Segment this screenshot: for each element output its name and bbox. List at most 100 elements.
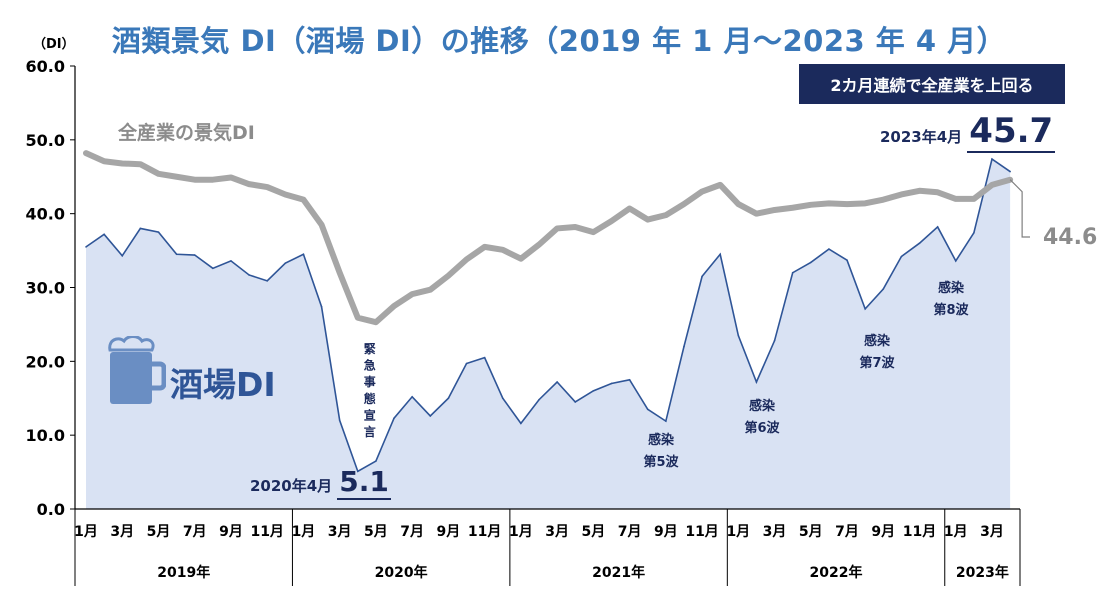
data-point-all-industry [556,228,558,230]
data-point-all-industry [357,317,359,319]
data-point-sakaba [375,460,377,462]
data-point-sakaba [611,383,613,385]
year-label: 2021年 [592,564,645,581]
data-point-sakaba [538,399,540,401]
data-point-sakaba [230,260,232,262]
annotation-emergency-char: 急 [364,358,376,373]
data-point-all-industry [647,219,649,221]
data-point-sakaba [158,231,160,233]
x-tick-label: 11月 [250,524,283,540]
highlight-latest-label: 2023年4月 [880,128,962,146]
data-point-sakaba [466,363,468,365]
x-tick-label: 9月 [871,524,895,540]
data-point-all-industry [266,186,268,188]
data-point-all-industry [701,191,703,193]
data-point-all-industry [919,190,921,192]
data-point-all-industry [738,203,740,205]
annotation-wave-8: 第8波 [933,302,969,318]
year-label: 2022年 [810,564,863,581]
data-point-sakaba [502,397,504,399]
data-point-sakaba [248,274,250,276]
highlight-min-label: 2020年4月 [250,477,332,495]
x-tick-label: 1月 [292,524,316,540]
data-point-sakaba [919,242,921,244]
data-point-all-industry [828,203,830,205]
data-point-sakaba [629,379,631,381]
data-point-sakaba [121,255,123,257]
data-point-all-industry [520,258,522,260]
sakaba-di-logo: 酒場DI [104,336,294,412]
x-tick-label: 1月 [944,524,968,540]
data-point-sakaba [792,272,794,274]
data-point-sakaba [574,401,576,403]
data-point-all-industry [611,220,613,222]
x-tick-label: 9月 [437,524,461,540]
x-tick-label: 7月 [618,524,642,540]
x-tick-label: 5月 [581,524,605,540]
highlight-latest: 2023年4月 45.7 [880,114,1055,150]
data-point-all-industry [683,203,685,205]
data-point-all-industry [448,275,450,277]
x-tick-label: 5月 [147,524,171,540]
data-point-sakaba [303,253,305,255]
data-point-all-industry [212,179,214,181]
data-point-all-industry [411,293,413,295]
data-point-all-industry [973,198,975,200]
data-point-all-industry [375,321,377,323]
data-point-all-industry [574,226,576,228]
data-point-all-industry [158,173,160,175]
annotation-wave-8: 感染 [938,280,965,296]
data-point-sakaba [520,423,522,425]
logo-text: 酒場DI [170,358,276,406]
data-point-all-industry [991,184,993,186]
data-point-all-industry [792,207,794,209]
data-point-sakaba [339,420,341,422]
data-point-all-industry [121,163,123,165]
annotation-wave-6: 第6波 [744,420,780,436]
data-point-sakaba [882,288,884,290]
data-point-sakaba [864,308,866,310]
badge-above-all-industry: 2カ月連続で全産業を上回る [799,64,1065,104]
x-tick-label: 3月 [763,524,787,540]
highlight-latest-value: 45.7 [967,111,1055,153]
data-point-sakaba [955,260,957,262]
y-tick-label: 0.0 [37,500,65,519]
annotation-emergency-char: 事 [364,374,376,389]
data-point-sakaba [484,357,486,359]
x-tick-label: 1月 [726,524,750,540]
data-point-sakaba [991,158,993,160]
data-point-all-industry [176,176,178,178]
data-point-sakaba [973,232,975,234]
data-point-all-industry [719,184,721,186]
data-point-sakaba [846,259,848,261]
data-point-all-industry [846,203,848,205]
x-tick-label: 3月 [110,524,134,540]
data-point-all-industry [466,259,468,261]
x-tick-label: 3月 [328,524,352,540]
data-point-sakaba [140,228,142,230]
x-tick-label: 9月 [219,524,243,540]
data-point-sakaba [85,246,87,248]
annotation-emergency-char: 態 [364,391,376,406]
data-point-all-industry [303,199,305,201]
data-point-all-industry [103,160,105,162]
data-point-all-industry [393,305,395,307]
data-point-all-industry [502,249,504,251]
end-value-all-industry: 44.6 [1043,225,1097,250]
x-tick-label: 5月 [364,524,388,540]
data-point-all-industry [484,246,486,248]
y-tick-label: 50.0 [26,131,65,150]
x-tick-label: 1月 [509,524,533,540]
data-point-sakaba [719,253,721,255]
data-point-sakaba [212,268,214,270]
x-tick-label: 3月 [980,524,1004,540]
y-tick-label: 20.0 [26,352,65,371]
data-point-sakaba [321,306,323,308]
data-point-sakaba [593,390,595,392]
data-point-sakaba [901,256,903,258]
data-point-all-industry [285,194,287,196]
data-point-all-industry [756,213,758,215]
data-point-sakaba [448,397,450,399]
data-point-sakaba [176,253,178,255]
year-label: 2020年 [375,564,428,581]
